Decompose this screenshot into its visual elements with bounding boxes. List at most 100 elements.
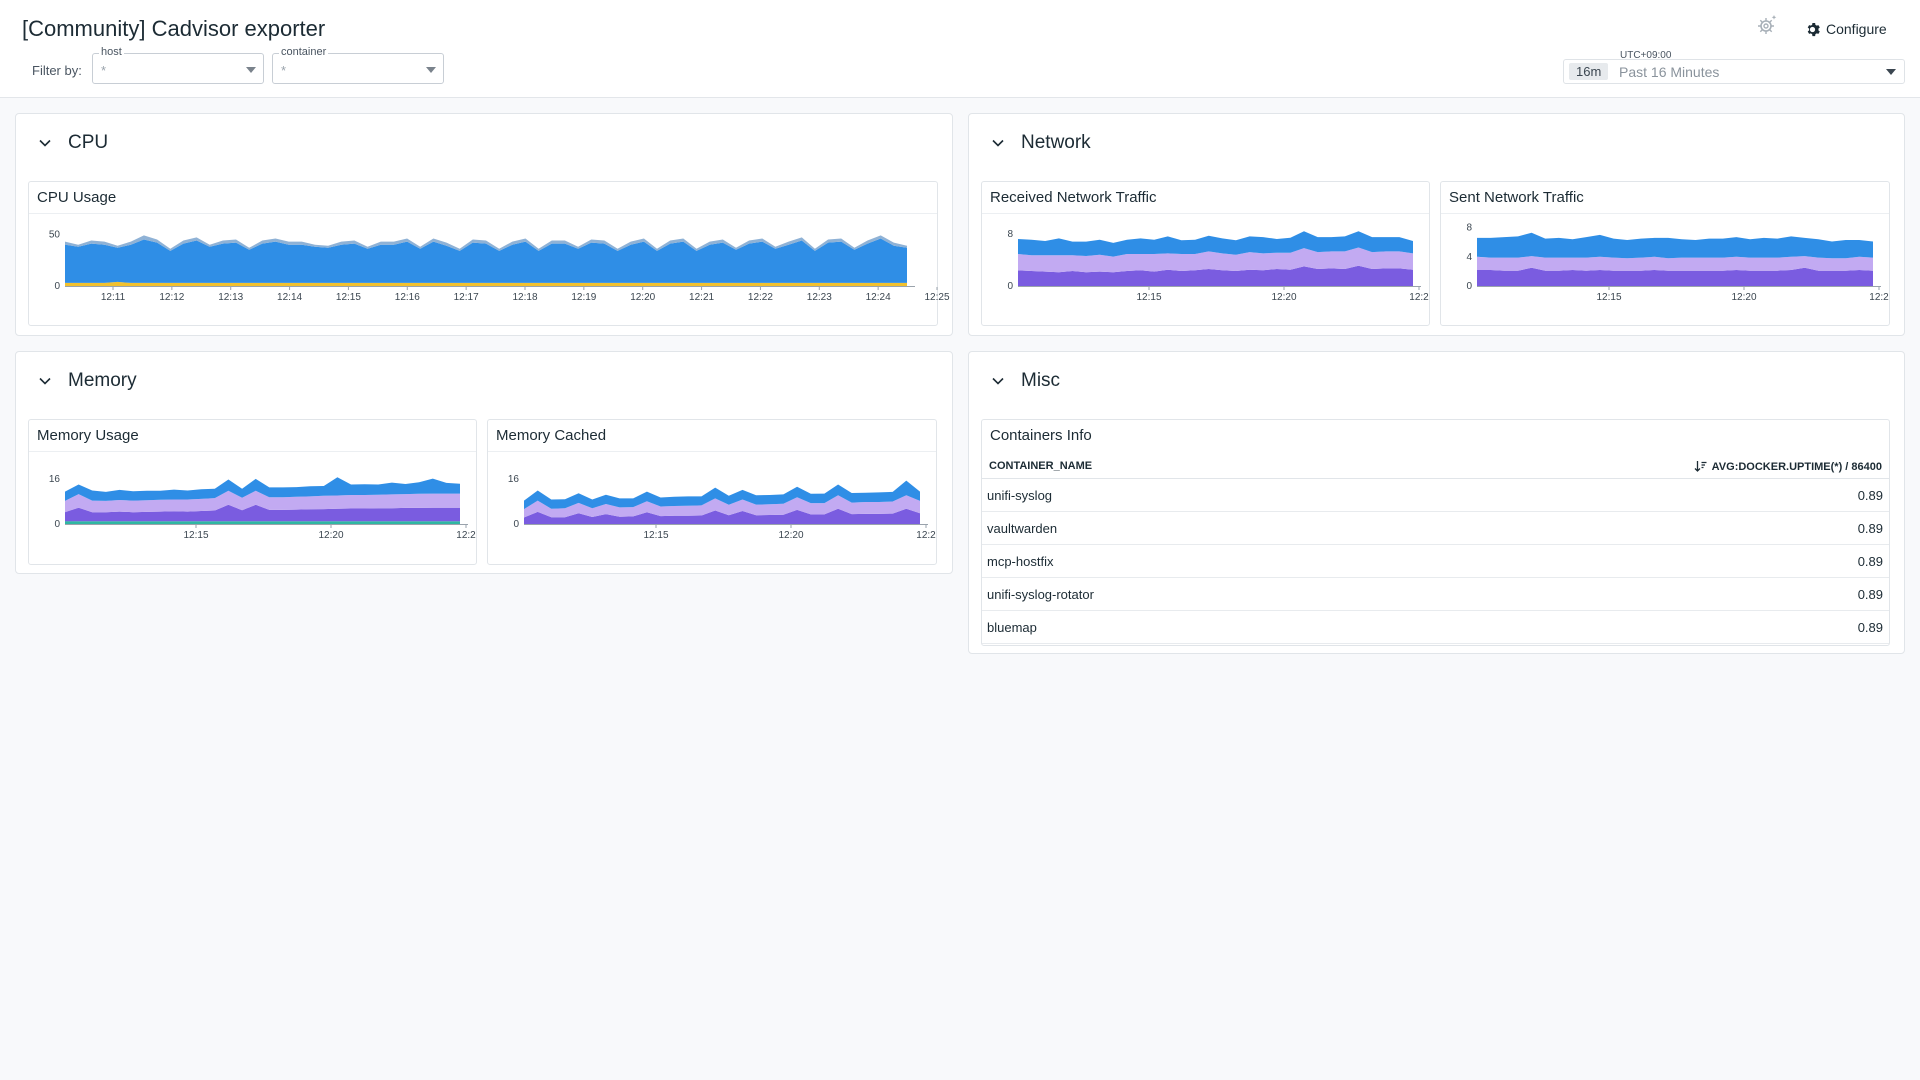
widget-title: Memory Usage [37, 427, 139, 444]
group-memory-title: Memory [68, 370, 137, 391]
cell-uptime-value: 0.89 [1857, 620, 1883, 635]
area-series-2[interactable] [65, 235, 907, 251]
x-tick-label: 12:22 [748, 292, 773, 303]
cell-container-name: bluemap [987, 620, 1037, 635]
widget-containers-info[interactable]: Containers Info CONTAINER_NAME AVG:DOCKE… [981, 419, 1890, 646]
cpu-usage-chart[interactable]: 0 50 12:11 12:12 12:13 12:14 12:15 12:16 12:17 12… [29, 182, 950, 327]
x-tick-label: 12:20 [1271, 292, 1296, 303]
x-tick-label: 12:15 [1596, 292, 1621, 303]
cell-container-name: mcp-hostfix [987, 554, 1054, 569]
area-series-2[interactable] [1018, 231, 1413, 257]
cell-container-name: unifi-syslog [987, 488, 1053, 503]
y-tick-label: 8 [1007, 229, 1013, 240]
memory-cached-chart[interactable]: 0 16 12:15 12:20 12:2 [488, 420, 938, 566]
table-row[interactable]: vaultwarden 0.89 [982, 512, 1889, 545]
widget-title: CPU Usage [37, 189, 117, 206]
x-tick-label: 12:2 [1869, 292, 1889, 303]
time-range-label: Past 16 Minutes [1619, 64, 1720, 80]
x-tick-label: 12:15 [1136, 292, 1161, 303]
x-tick-label: 12:24 [866, 292, 891, 303]
x-tick-label: 12:14 [277, 292, 302, 303]
area-series-1[interactable] [65, 238, 907, 283]
x-tick-label: 12:25 [924, 292, 949, 303]
time-picker[interactable]: 16m Past 16 Minutes [1563, 59, 1905, 84]
group-misc-title: Misc [1021, 370, 1061, 391]
table-row[interactable]: unifi-syslog-rotator 0.89 [982, 578, 1889, 611]
table-row[interactable]: mcp-hostfix 0.89 [982, 545, 1889, 578]
area-series-1[interactable] [1477, 256, 1873, 271]
chevron-down-icon [39, 377, 51, 385]
widget-sent-network-traffic[interactable]: Sent Network Traffic 0 4 8 12:15 12:20 12:2 [1440, 181, 1890, 326]
group-memory: Memory Memory Usage 0 16 12:15 12:20 12:2 Me… [15, 351, 953, 574]
widget-received-network-traffic[interactable]: Received Network Traffic 0 8 12:15 12:20 12:… [981, 181, 1430, 326]
received-traffic-chart[interactable]: 0 8 12:15 12:20 12:2 [982, 182, 1431, 327]
table-row[interactable]: unifi-syslog 0.89 [982, 479, 1889, 512]
memory-usage-chart[interactable]: 0 16 12:15 12:20 12:2 [29, 420, 478, 566]
y-tick-label: 0 [1007, 281, 1013, 292]
x-tick-label: 12:20 [1731, 292, 1756, 303]
widget-divider [982, 213, 1429, 214]
group-misc-header[interactable]: Misc [991, 370, 1060, 392]
x-tick-label: 12:21 [689, 292, 714, 303]
group-cpu-title: CPU [68, 132, 109, 153]
area-series-1[interactable] [65, 504, 460, 522]
widget-title: Containers Info [990, 427, 1092, 444]
area-series-0[interactable] [65, 521, 460, 524]
widget-memory-usage[interactable]: Memory Usage 0 16 12:15 12:20 12:2 [28, 419, 477, 565]
x-tick-label: 12:20 [318, 530, 343, 541]
top-bar: [Community] Cadvisor exporter Filter by:… [0, 0, 1920, 98]
container-filter-value: * [281, 63, 287, 78]
widget-divider [1441, 213, 1889, 214]
widget-title: Sent Network Traffic [1449, 189, 1584, 206]
y-tick-label: 50 [49, 229, 61, 240]
area-series-1[interactable] [524, 495, 920, 518]
area-series-0[interactable] [65, 281, 907, 286]
group-network-header[interactable]: Network [991, 132, 1091, 154]
widget-title: Received Network Traffic [990, 189, 1157, 206]
group-memory-header[interactable]: Memory [38, 370, 137, 392]
x-tick-label: 12:15 [643, 530, 668, 541]
column-header-uptime-label: AVG:DOCKER.UPTIME(*) / 86400 [1711, 460, 1882, 473]
x-tick-label: 12:11 [101, 292, 126, 303]
area-series-0[interactable] [1018, 265, 1413, 286]
widget-divider [488, 451, 936, 452]
gear-icon [1807, 22, 1820, 36]
column-header-uptime[interactable]: AVG:DOCKER.UPTIME(*) / 86400 [1694, 460, 1882, 473]
group-network: Network Received Network Traffic 0 8 12:15… [968, 113, 1905, 336]
area-series-2[interactable] [1477, 232, 1873, 259]
cell-uptime-value: 0.89 [1857, 521, 1883, 536]
x-tick-label: 12:12 [159, 292, 184, 303]
host-filter-label: host [99, 46, 124, 59]
area-series-0[interactable] [524, 508, 920, 524]
container-filter[interactable]: container * [272, 46, 444, 84]
y-tick-label: 0 [513, 519, 519, 530]
area-series-0[interactable] [1477, 267, 1873, 286]
host-filter-value: * [101, 63, 107, 78]
group-network-title: Network [1021, 132, 1091, 153]
y-tick-label: 4 [1466, 252, 1472, 263]
y-tick-label: 0 [54, 519, 60, 530]
sent-traffic-chart[interactable]: 0 4 8 12:15 12:20 12:2 [1441, 182, 1891, 327]
widget-memory-cached[interactable]: Memory Cached 0 16 12:15 12:20 12:2 [487, 419, 937, 565]
group-cpu-header[interactable]: CPU [38, 132, 108, 154]
containers-table: CONTAINER_NAME AVG:DOCKER.UPTIME(*) / 86… [982, 452, 1889, 644]
host-filter[interactable]: host * [92, 46, 264, 84]
area-series-2[interactable] [65, 490, 460, 513]
table-row[interactable]: bluemap 0.89 [982, 611, 1889, 644]
widget-cpu-usage[interactable]: CPU Usage 0 50 12:11 12:12 12:13 12:14 12:15 12… [28, 181, 950, 327]
area-series-2[interactable] [524, 480, 920, 510]
group-misc: Misc Containers Info CONTAINER_NAME AVG:… [968, 351, 1905, 654]
area-series-1[interactable] [1018, 247, 1413, 273]
column-header-container-name[interactable]: CONTAINER_NAME [989, 460, 1093, 472]
sort-descending-icon[interactable] [1694, 460, 1707, 473]
y-tick-label: 16 [508, 474, 520, 485]
chevron-down-icon [246, 67, 256, 73]
area-series-3[interactable] [65, 477, 460, 501]
configure-button[interactable]: Configure [1805, 18, 1887, 40]
group-cpu: CPU CPU Usage 0 50 12:11 12:12 12:13 12:14 12:… [15, 113, 953, 336]
widget-divider [29, 451, 476, 452]
x-tick-label: 12:23 [807, 292, 832, 303]
x-tick-label: 12:19 [571, 292, 596, 303]
chevron-down-icon [426, 67, 436, 73]
sparkle-settings-icon[interactable] [1755, 13, 1779, 37]
